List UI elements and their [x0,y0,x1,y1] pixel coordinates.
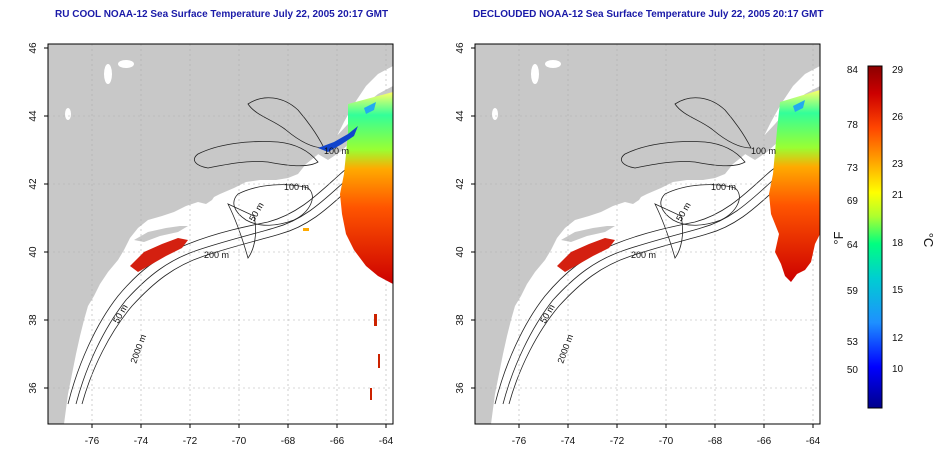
colorbar-c-tick: 12 [892,333,904,344]
colorbar-f-tick: 78 [847,120,859,131]
y-tick-label: 44 [28,110,39,122]
x-tick-label: -72 [183,436,198,447]
colorbar-f-tick: 84 [847,65,859,76]
colorbar-c-tick: 10 [892,364,904,375]
x-tick-label: -68 [281,436,296,447]
colorbar-f-tick: 64 [847,240,859,251]
map-panel-left: 100 m 100 m 50 m 200 m 50 m 2000 m [47,43,394,425]
colorbar-c-tick: 15 [892,285,904,296]
y-tick-label: 42 [28,178,39,190]
x-tick-label: -74 [134,436,149,447]
contour-label: 100 m [751,146,776,156]
colorbar-f-unit: °F [831,231,846,244]
x-tick-label: -70 [232,436,247,447]
colorbar-f-tick: 53 [847,337,859,348]
x-tick-label: -76 [512,436,527,447]
x-tick-label: -66 [757,436,772,447]
x-tick-label: -64 [806,436,821,447]
sst-ny-bight-patch [130,238,188,272]
y-tick-label: 40 [28,246,39,258]
y-tick-label: 36 [28,382,39,394]
y-axis-right: 36 38 40 42 44 46 [455,42,475,394]
colorbar-gradient [867,65,883,409]
contour-label: 100 m [711,182,736,192]
map-panel-right: 100 m 100 m 50 m 200 m 50 m 2000 m [474,43,821,425]
y-tick-label: 38 [28,314,39,326]
colorbar-c-tick: 29 [892,65,904,76]
y-tick-label: 42 [455,178,466,190]
y-tick-label: 44 [455,110,466,122]
colorbar: 84 78 73 69 64 59 53 50 29 26 23 21 18 1… [831,65,936,409]
x-axis-right: -76 -74 -72 -70 -68 -66 -64 [512,424,821,447]
sst-swath-right [769,90,820,282]
panel-title-right: DECLOUDED NOAA-12 Sea Surface Temperatur… [473,9,824,20]
y-tick-label: 40 [455,246,466,258]
contour-label: 100 m [284,182,309,192]
contour-label: 200 m [204,250,229,260]
x-tick-label: -74 [561,436,576,447]
sst-swath-left [340,92,393,284]
y-tick-label: 46 [455,42,466,54]
x-tick-label: -72 [610,436,625,447]
colorbar-c-tick: 26 [892,112,904,123]
y-tick-label: 46 [28,42,39,54]
colorbar-c-tick: 23 [892,159,904,170]
x-tick-label: -68 [708,436,723,447]
colorbar-c-unit: °C [921,233,936,248]
y-tick-label: 36 [455,382,466,394]
sst-ny-bight-patch [557,238,615,272]
y-tick-label: 38 [455,314,466,326]
x-axis-left: -76 -74 -72 -70 -68 -66 -64 [85,424,394,447]
contour-label: 100 m [324,146,349,156]
x-tick-label: -76 [85,436,100,447]
x-tick-label: -70 [659,436,674,447]
colorbar-c-tick: 21 [892,190,904,201]
x-tick-label: -64 [379,436,394,447]
panel-title-left: RU COOL NOAA-12 Sea Surface Temperature … [55,9,389,20]
colorbar-f-tick: 73 [847,163,859,174]
colorbar-f-tick: 59 [847,286,859,297]
colorbar-f-tick: 69 [847,196,859,207]
colorbar-f-tick: 50 [847,365,859,376]
x-tick-label: -66 [330,436,345,447]
colorbar-c-tick: 18 [892,238,904,249]
sst-cold-streak [318,126,358,152]
y-axis-left: 36 38 40 42 44 46 [28,42,48,394]
contour-label: 200 m [631,250,656,260]
